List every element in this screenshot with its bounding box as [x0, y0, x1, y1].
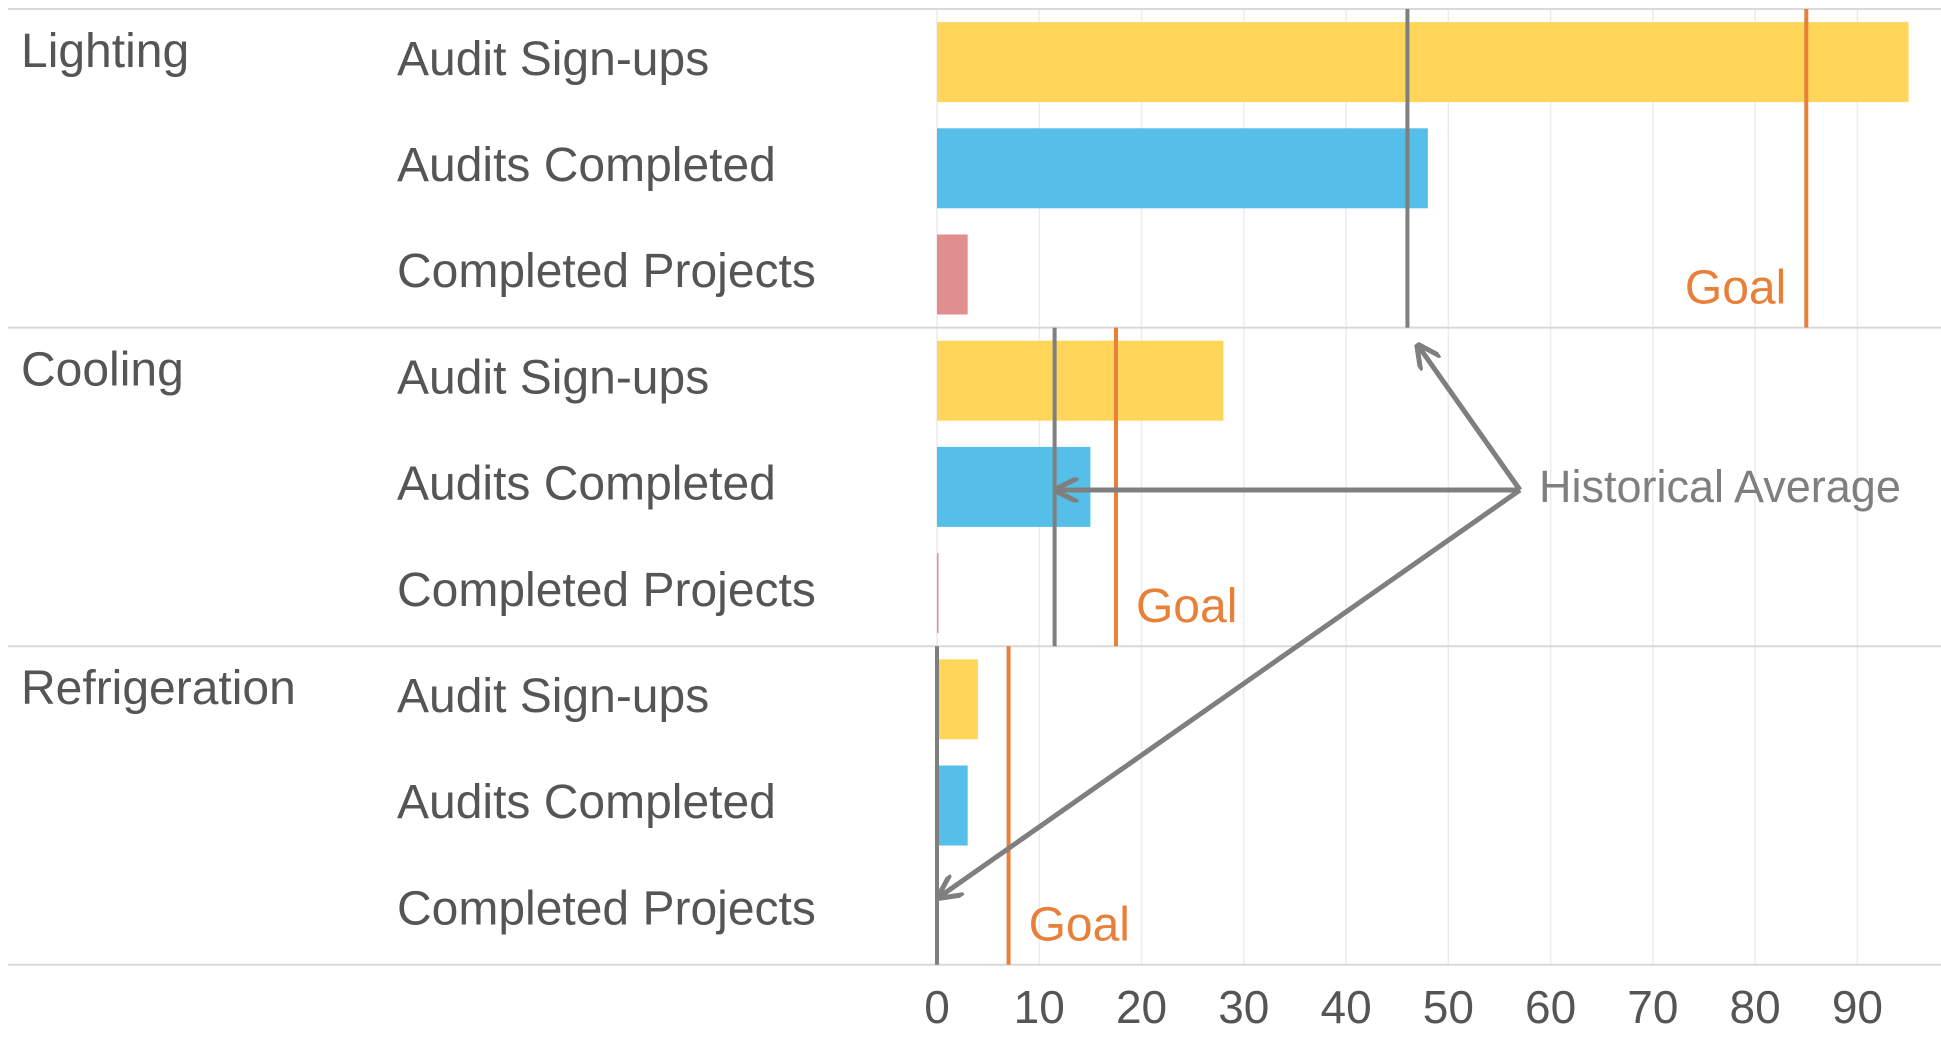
x-tick-label: 70 [1627, 981, 1678, 1033]
group-label: Cooling [21, 343, 184, 396]
x-tick-label: 20 [1116, 981, 1167, 1033]
category-label: Audit Sign-ups [397, 351, 709, 404]
bar [937, 765, 968, 846]
arrow [941, 487, 1522, 896]
bar [937, 340, 1224, 421]
x-tick-label: 10 [1014, 981, 1065, 1033]
category-label: Audit Sign-ups [397, 670, 709, 723]
bar [937, 553, 939, 634]
x-tick-label: 80 [1730, 981, 1781, 1033]
x-tick-label: 60 [1525, 981, 1576, 1033]
bar [937, 128, 1428, 209]
bar [937, 234, 968, 315]
bar [937, 22, 1909, 103]
category-label: Audits Completed [397, 139, 776, 192]
bar [937, 659, 978, 740]
x-tick-label: 30 [1218, 981, 1269, 1033]
goal-label: Goal [1136, 580, 1237, 633]
category-label: Completed Projects [397, 245, 816, 298]
goal-label: Goal [1029, 898, 1130, 951]
group-label: Refrigeration [21, 662, 296, 715]
goal-label: Goal [1685, 261, 1786, 314]
x-tick-label: 40 [1320, 981, 1371, 1033]
group-label: Lighting [21, 25, 189, 78]
category-label: Audits Completed [397, 776, 776, 829]
arrow [1419, 348, 1523, 492]
bar [937, 446, 1091, 527]
category-label: Completed Projects [397, 564, 816, 617]
x-tick-label: 50 [1423, 981, 1474, 1033]
annotation: Historical Average [1539, 461, 1901, 512]
x-tick-label: 90 [1832, 981, 1883, 1033]
category-label: Audit Sign-ups [397, 33, 709, 86]
x-tick-label: 0 [924, 981, 950, 1033]
category-label: Completed Projects [397, 882, 816, 935]
category-label: Audits Completed [397, 458, 776, 511]
